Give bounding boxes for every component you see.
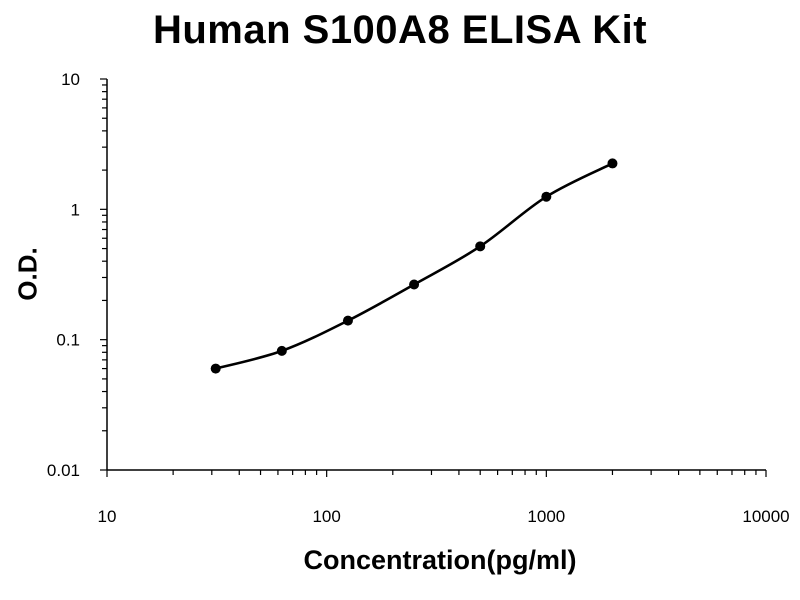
y-tick-label: 1: [71, 200, 80, 219]
x-tick-label: 100: [312, 507, 340, 526]
x-tick-label: 1000: [527, 507, 565, 526]
y-axis-ticks: 0.01 0.1 1 10: [47, 70, 107, 480]
data-point: [541, 191, 552, 202]
y-tick-label: 0.01: [47, 461, 80, 480]
x-tick-label: 10000: [742, 507, 789, 526]
data-point: [342, 315, 353, 326]
data-point: [276, 345, 287, 356]
data-point: [210, 363, 221, 374]
data-point: [607, 158, 618, 169]
x-tick-label: 10: [98, 507, 117, 526]
y-axis-title: O.D.: [12, 247, 43, 301]
data-points-layer: [210, 158, 618, 374]
axes: [106, 79, 766, 471]
chart-title: Human S100A8 ELISA Kit: [152, 8, 648, 52]
y-tick-label: 10: [61, 70, 80, 89]
x-axis-ticks: 10 100 1000 10000: [98, 470, 790, 526]
y-tick-label: 0.1: [56, 331, 80, 350]
fit-curve: [214, 162, 614, 370]
fit-curve-layer: [214, 162, 614, 370]
x-axis-title: Concentration(pg/ml): [303, 545, 577, 575]
data-point: [475, 241, 486, 252]
data-point: [409, 279, 420, 290]
